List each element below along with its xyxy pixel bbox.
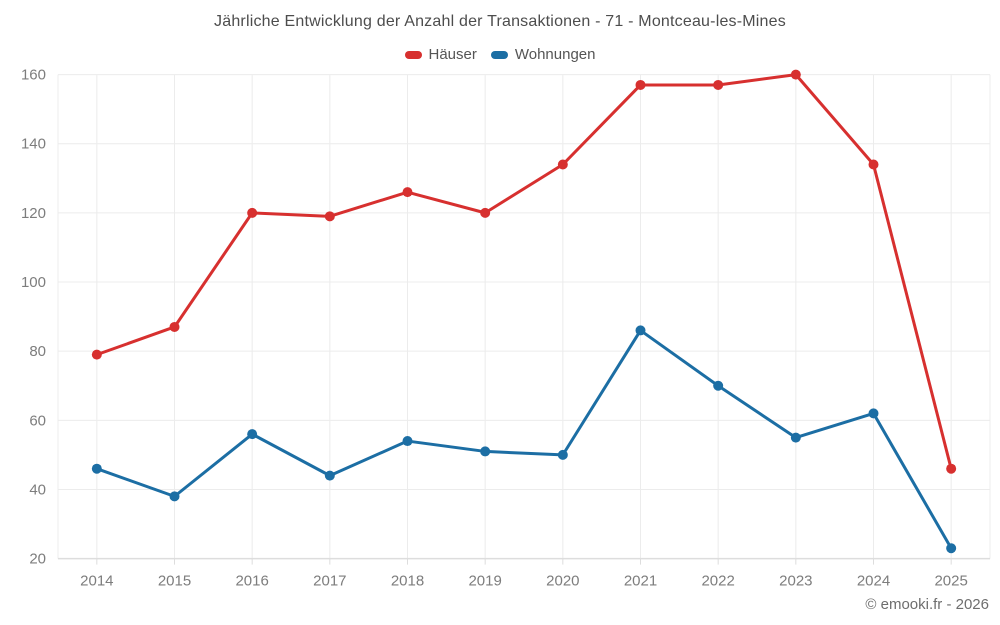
data-point-marker[interactable] <box>91 463 102 474</box>
x-axis-tick-label: 2015 <box>158 573 191 590</box>
data-point-marker[interactable] <box>324 470 335 481</box>
data-point-marker[interactable] <box>402 187 413 198</box>
data-point-marker[interactable] <box>868 159 879 170</box>
y-axis-tick-label: 20 <box>29 551 46 568</box>
x-axis-tick-label: 2019 <box>468 573 501 590</box>
y-axis-tick-label: 100 <box>21 274 46 291</box>
legend-label-haeuser: Häuser <box>428 46 477 63</box>
x-axis-tick-label: 2021 <box>624 573 657 590</box>
legend-item-wohnungen[interactable]: Wohnungen <box>490 46 596 63</box>
legend-swatch-haeuser-icon <box>404 50 422 59</box>
y-axis-tick-label: 60 <box>29 412 46 429</box>
data-point-marker[interactable] <box>480 446 491 457</box>
data-point-marker[interactable] <box>480 207 491 218</box>
chart-legend: Häuser Wohnungen <box>0 46 1000 63</box>
data-point-marker[interactable] <box>713 79 724 90</box>
y-axis-tick-label: 80 <box>29 343 46 360</box>
data-point-marker[interactable] <box>557 449 568 460</box>
y-axis-tick-label: 40 <box>29 481 46 498</box>
series-wohnungen <box>91 325 957 554</box>
series-häuser <box>91 69 957 474</box>
x-axis-tick-label: 2018 <box>391 573 424 590</box>
y-axis-tick-label: 160 <box>21 67 46 84</box>
data-point-marker[interactable] <box>557 159 568 170</box>
x-axis-tick-label: 2017 <box>313 573 346 590</box>
data-point-marker[interactable] <box>635 79 646 90</box>
data-point-marker[interactable] <box>169 491 180 502</box>
data-point-marker[interactable] <box>91 349 102 360</box>
x-axis-tick-label: 2023 <box>779 573 812 590</box>
series-line <box>95 73 953 471</box>
watermark-copyright: © emooki.fr - 2026 <box>865 596 989 613</box>
data-point-marker[interactable] <box>169 321 180 332</box>
x-axis-tick-label: 2014 <box>80 573 113 590</box>
data-point-marker[interactable] <box>946 543 957 554</box>
data-point-marker[interactable] <box>247 429 258 440</box>
y-axis-tick-label: 140 <box>21 136 46 153</box>
data-point-marker[interactable] <box>402 436 413 447</box>
data-point-marker[interactable] <box>713 380 724 391</box>
legend-label-wohnungen: Wohnungen <box>514 46 596 63</box>
legend-item-haeuser[interactable]: Häuser <box>404 46 477 63</box>
x-axis-tick-label: 2020 <box>546 573 579 590</box>
x-axis-tick-label: 2024 <box>857 573 890 590</box>
data-point-marker[interactable] <box>868 408 879 419</box>
chart-title: Jährliche Entwicklung der Anzahl der Tra… <box>214 13 786 30</box>
data-point-marker[interactable] <box>324 211 335 222</box>
x-axis-tick-label: 2025 <box>934 573 967 590</box>
data-point-marker[interactable] <box>790 432 801 443</box>
x-axis-tick-label: 2022 <box>701 573 734 590</box>
data-point-marker[interactable] <box>790 69 801 80</box>
x-axis-tick-label: 2016 <box>235 573 268 590</box>
legend-swatch-wohnungen-icon <box>490 50 508 59</box>
data-point-marker[interactable] <box>635 325 646 336</box>
data-point-marker[interactable] <box>946 463 957 474</box>
data-point-marker[interactable] <box>247 207 258 218</box>
y-axis-tick-label: 120 <box>21 205 46 222</box>
series-line <box>95 328 953 550</box>
